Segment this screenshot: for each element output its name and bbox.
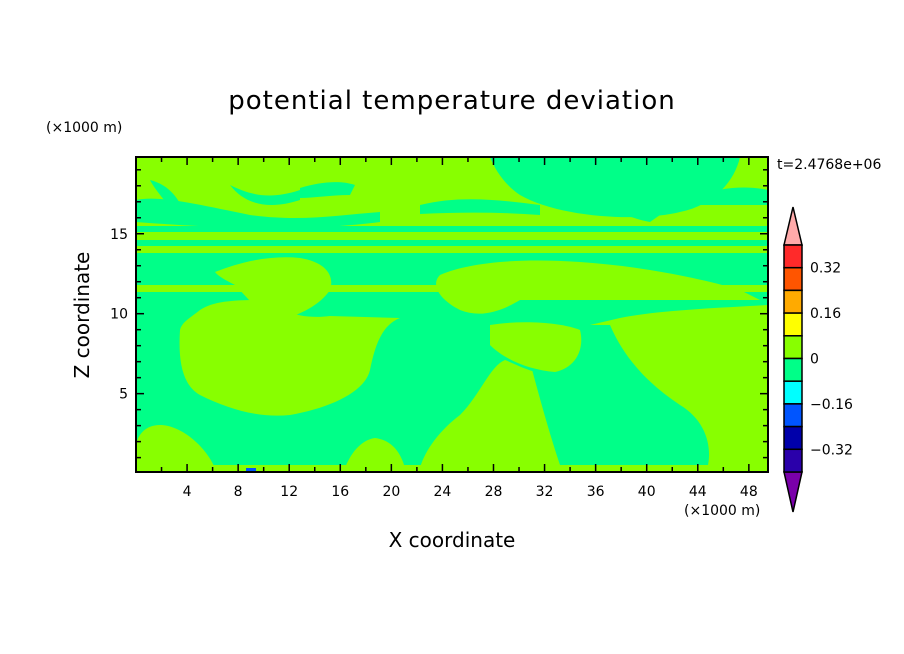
contour-band <box>136 226 768 232</box>
x-tick-label: 40 <box>638 484 656 500</box>
colorbar-swatch <box>783 425 803 451</box>
colorbar-tick-label: 0 <box>810 352 819 368</box>
colorbar: 0.32 0.16 0 −0.16 −0.32 <box>783 206 853 513</box>
colorbar-swatch <box>783 244 803 269</box>
colorbar-swatch <box>783 380 803 405</box>
time-label: t=2.4768e+06 <box>777 157 882 173</box>
y-unit-label: (×1000 m) <box>46 120 123 136</box>
colorbar-swatch <box>783 335 803 360</box>
x-axis-label: X coordinate <box>388 528 516 552</box>
colorbar-tick-label: −0.16 <box>810 397 853 413</box>
contour-small-blob <box>246 468 256 471</box>
contour-region <box>490 322 582 372</box>
x-tick-label: 32 <box>536 484 554 500</box>
colorbar-tick-label: 0.16 <box>810 306 841 322</box>
x-tick-label: 28 <box>485 484 503 500</box>
chart-title: potential temperature deviation <box>228 86 676 116</box>
x-tick-label: 48 <box>740 484 758 500</box>
colorbar-tick-label: 0.32 <box>810 261 841 277</box>
x-tick-label: 16 <box>331 484 349 500</box>
colorbar-swatch <box>783 403 803 428</box>
contour-region <box>600 198 660 222</box>
contour-region <box>490 157 740 218</box>
contour-region <box>230 185 300 205</box>
x-tick-label: 24 <box>434 484 452 500</box>
contour-region <box>215 257 332 320</box>
x-tick-label: 12 <box>280 484 298 500</box>
contour-region <box>700 187 768 205</box>
axis-ticks <box>136 157 768 472</box>
y-tick-label: 15 <box>110 227 128 243</box>
contour-region <box>136 198 380 228</box>
x-tick-label: 36 <box>587 484 605 500</box>
colorbar-swatch <box>783 357 803 382</box>
contour-region <box>300 182 355 198</box>
colorbar-swatch <box>783 289 803 314</box>
x-tick-label: 8 <box>234 484 243 500</box>
plot-frame <box>135 156 769 473</box>
contour-region <box>150 180 185 215</box>
contour-band <box>136 465 768 472</box>
contour-region <box>420 199 540 215</box>
positive-anomaly-islands <box>136 257 768 472</box>
y-tick-label: 10 <box>110 307 128 323</box>
colorbar-extend-under <box>783 471 803 513</box>
x-tick-label: 20 <box>382 484 400 500</box>
contour-band <box>136 240 768 246</box>
x-tick-label: 44 <box>689 484 707 500</box>
colorbar-swatch <box>783 266 803 292</box>
contour-region <box>436 260 760 314</box>
x-unit-label: (×1000 m) <box>684 503 761 519</box>
colorbar-swatch <box>783 312 803 337</box>
y-tick-label: 5 <box>119 387 128 403</box>
x-tick-label: 4 <box>183 484 192 500</box>
colorbar-swatch <box>783 448 803 473</box>
contour-region <box>136 292 768 468</box>
colorbar-tick-label: −0.32 <box>810 442 853 458</box>
colorbar-extend-over <box>783 206 803 246</box>
